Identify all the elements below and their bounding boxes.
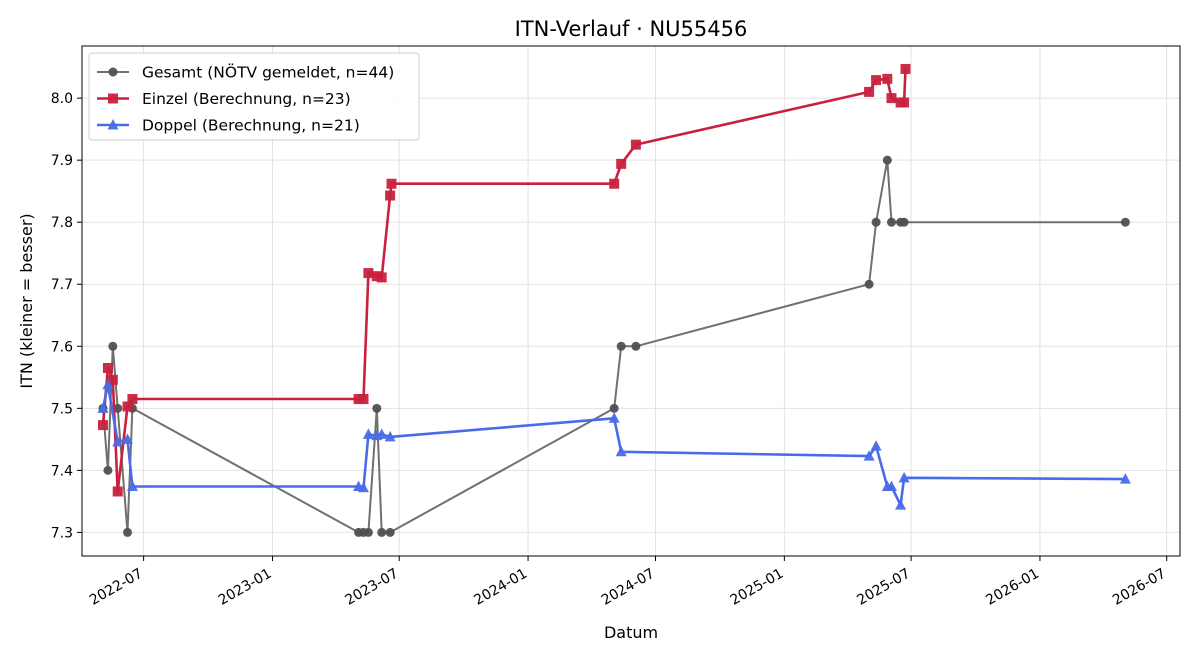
legend-swatch-marker <box>108 67 118 77</box>
data-point-gesamt <box>886 217 896 227</box>
y-tick-label: 7.4 <box>51 463 73 479</box>
data-point-einzel <box>122 401 133 412</box>
data-point-doppel <box>358 481 370 493</box>
legend-item-doppel: Doppel (Berechnung, n=21) <box>97 117 360 135</box>
data-point-einzel <box>386 178 397 189</box>
legend-label: Gesamt (NÖTV gemeldet, n=44) <box>142 63 394 82</box>
y-tick-label: 7.5 <box>51 401 73 417</box>
data-point-einzel <box>358 394 369 405</box>
y-axis-ticks: 7.3 7.4 7.5 7.6 7.7 7.8 7.9 8.0 <box>51 91 82 541</box>
plot-frame <box>81 45 1181 557</box>
legend-item-gesamt: Gesamt (NÖTV gemeldet, n=44) <box>97 63 394 82</box>
legend-item-einzel: Einzel (Berechnung, n=23) <box>97 90 351 108</box>
legend-label: Einzel (Berechnung, n=23) <box>142 90 351 108</box>
data-point-einzel <box>363 268 374 279</box>
data-point-gesamt <box>372 403 382 413</box>
data-point-einzel <box>864 86 875 97</box>
x-tick-label: 2026-07 <box>1110 566 1169 609</box>
data-point-gesamt <box>609 403 619 413</box>
x-tick-label: 2024-01 <box>471 566 530 609</box>
x-tick-label: 2025-07 <box>854 566 913 609</box>
x-axis-ticks: 2022-07 2023-01 2023-07 2024-01 2024-07 2025-… <box>87 556 1169 609</box>
data-point-gesamt <box>864 279 874 289</box>
chart-title: ITN-Verlauf · NU55456 <box>515 17 748 41</box>
data-point-einzel <box>882 73 893 84</box>
data-point-gesamt <box>871 217 881 227</box>
x-axis-label: Datum <box>604 623 658 642</box>
data-point-einzel <box>376 272 387 283</box>
data-point-doppel <box>1119 473 1131 484</box>
data-point-einzel <box>385 190 396 201</box>
data-point-doppel <box>362 428 374 439</box>
y-tick-label: 7.3 <box>51 525 73 541</box>
data-point-einzel <box>127 394 138 405</box>
data-point-gesamt <box>882 155 892 165</box>
data-point-doppel <box>870 440 882 451</box>
y-tick-label: 7.6 <box>51 339 73 355</box>
data-point-einzel <box>886 93 897 104</box>
data-point-einzel <box>609 178 620 189</box>
data-point-gesamt <box>377 527 387 537</box>
series-einzel <box>98 63 911 497</box>
y-tick-label: 7.8 <box>51 215 73 231</box>
data-point-doppel <box>97 402 109 413</box>
data-point-einzel <box>107 374 118 385</box>
data-point-doppel <box>608 412 620 423</box>
x-tick-label: 2025-01 <box>728 566 787 609</box>
data-point-gesamt <box>103 465 113 475</box>
data-point-einzel <box>102 363 113 374</box>
data-point-gesamt <box>385 527 395 537</box>
data-point-einzel <box>871 75 882 86</box>
data-point-gesamt <box>1120 217 1130 227</box>
data-point-gesamt <box>631 341 641 351</box>
legend: Gesamt (NÖTV gemeldet, n=44) Einzel (Bere… <box>88 52 420 141</box>
y-tick-label: 7.9 <box>51 153 73 169</box>
data-point-einzel <box>900 63 911 74</box>
data-point-gesamt <box>616 341 626 351</box>
legend-swatch-marker <box>107 119 119 130</box>
x-tick-label: 2026-01 <box>983 566 1042 609</box>
data-point-doppel <box>376 428 388 439</box>
data-point-gesamt <box>899 217 909 227</box>
legend-box <box>88 52 420 141</box>
data-point-doppel <box>384 430 396 442</box>
data-point-einzel <box>899 97 910 108</box>
data-point-einzel <box>616 158 627 169</box>
x-tick-label: 2024-07 <box>599 566 658 609</box>
data-point-einzel <box>112 486 123 497</box>
data-point-doppel <box>895 499 907 510</box>
legend-swatch-marker <box>108 93 118 104</box>
data-point-gesamt <box>113 403 123 413</box>
data-point-doppel <box>615 445 627 457</box>
series-doppel <box>97 378 1131 510</box>
y-tick-label: 8.0 <box>51 91 73 107</box>
data-point-doppel <box>122 433 134 444</box>
data-point-gesamt <box>108 341 118 351</box>
x-tick-label: 2023-07 <box>343 566 402 609</box>
x-tick-label: 2023-01 <box>216 566 275 609</box>
y-tick-label: 7.7 <box>51 277 73 293</box>
data-point-gesamt <box>123 527 133 537</box>
data-point-einzel <box>630 139 641 150</box>
y-axis-label: ITN (kleiner = besser) <box>17 213 36 388</box>
data-point-doppel <box>863 450 875 461</box>
data-point-gesamt <box>363 527 373 537</box>
data-point-doppel <box>885 480 897 492</box>
data-point-einzel <box>98 420 109 431</box>
legend-label: Doppel (Berechnung, n=21) <box>142 117 360 135</box>
x-tick-label: 2022-07 <box>87 566 146 609</box>
data-point-doppel <box>126 480 138 492</box>
data-point-doppel <box>102 378 114 390</box>
data-point-doppel <box>898 471 910 483</box>
series-layer <box>97 63 1131 537</box>
series-gesamt <box>98 155 1130 537</box>
data-point-doppel <box>112 435 124 447</box>
